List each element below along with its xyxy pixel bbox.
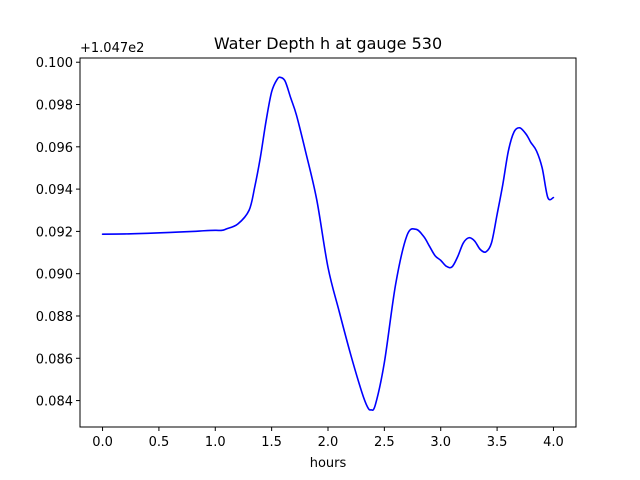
x-tick-label: 3.5 (487, 435, 508, 450)
x-tick-label: 2.5 (374, 435, 395, 450)
y-tick-label: 0.088 (36, 310, 73, 325)
plot-area: 0.0 0.5 1.0 1.5 2.0 2.5 3.0 3.5 4.0 0.084 0.086 0.0… (36, 56, 564, 450)
x-tick-label: 0.5 (149, 435, 170, 450)
y-tick-label: 0.098 (36, 99, 73, 114)
axes-frame (79, 57, 577, 428)
x-tick-label: 1.0 (205, 435, 226, 450)
y-offset-label: +1.047e2 (80, 41, 144, 56)
y-tick-label: 0.084 (36, 395, 73, 410)
y-tick-label: 0.090 (36, 268, 73, 283)
x-tick-label: 2.0 (318, 435, 339, 450)
x-axis-label: hours (310, 456, 347, 471)
x-tick-label: 3.0 (430, 435, 451, 450)
y-tick-label: 0.100 (36, 56, 73, 71)
y-tick-label: 0.096 (36, 141, 73, 156)
y-tick-label: 0.092 (36, 225, 73, 240)
y-tick-label: 0.094 (36, 183, 73, 198)
series-line (101, 76, 555, 411)
y-tick-label: 0.086 (36, 352, 73, 367)
x-tick-label: 0.0 (92, 435, 113, 450)
chart-title: Water Depth h at gauge 530 (214, 34, 442, 53)
x-tick-label: 4.0 (543, 435, 564, 450)
x-tick-label: 1.5 (261, 435, 282, 450)
